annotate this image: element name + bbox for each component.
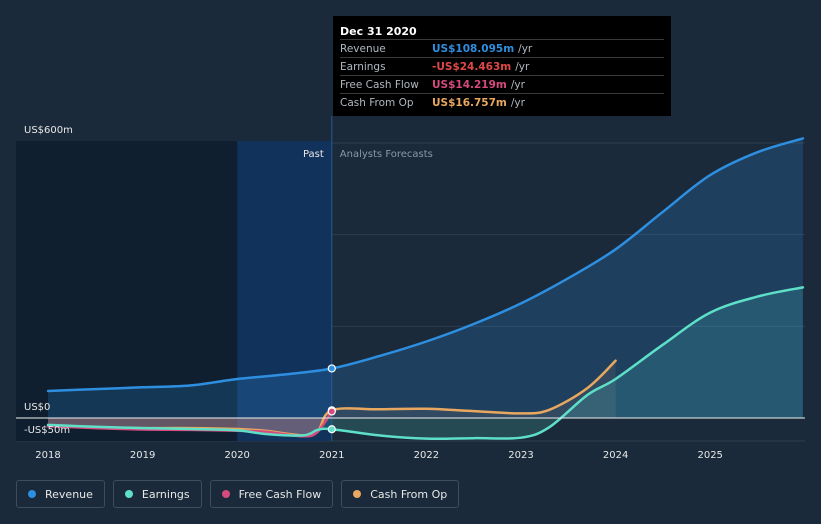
tooltip-row-unit: /yr (510, 78, 525, 91)
tooltip-row: Earnings -US$24.463m/yr (340, 57, 664, 75)
x-tick-label: 2020 (224, 450, 249, 461)
tooltip-row-label: Free Cash Flow (340, 78, 419, 91)
x-tick-label: 2025 (697, 450, 722, 461)
revenue-area (48, 138, 803, 418)
tooltip-row: Revenue US$108.095m/yr (340, 39, 664, 57)
x-tick-label: 2022 (414, 450, 439, 461)
highlight-region (237, 141, 332, 441)
tooltip-row-value: US$108.095m (432, 42, 515, 55)
legend-item-revenue[interactable]: Revenue (16, 480, 105, 508)
legend-label: Free Cash Flow (238, 487, 322, 501)
x-tick-label: 2021 (319, 450, 344, 461)
x-axis-ticks: 2018 2019 2020 2021 2022 2023 2024 2025 (35, 450, 723, 461)
series-lines (46, 137, 805, 441)
tooltip-date: Dec 31 2020 (340, 25, 417, 38)
legend-dot-icon (353, 490, 362, 498)
legend-dot-icon (221, 490, 230, 498)
legend-item-cash-from-op[interactable]: Cash From Op (341, 480, 460, 508)
tooltip-row-unit: /yr (510, 96, 525, 109)
revenue-marker (327, 364, 336, 373)
tooltip-row-unit: /yr (518, 42, 533, 55)
earnings-marker (327, 425, 336, 434)
tooltip-rows: Revenue US$108.095m/yr Earnings -US$24.463m… (340, 39, 664, 111)
earnings-area (48, 287, 803, 439)
legend-item-earnings[interactable]: Earnings (112, 480, 202, 508)
legend-label: Earnings (141, 487, 190, 501)
y-axis-label-zero: US$0 (24, 402, 50, 413)
tooltip-row-value: US$16.757m (432, 96, 507, 109)
y-axis-label-top: US$600m (24, 125, 73, 136)
tooltip-row-label: Cash From Op (340, 96, 414, 109)
tooltip-row: Free Cash Flow US$14.219m/yr (340, 75, 664, 93)
legend-label: Cash From Op (370, 487, 448, 501)
legend: Revenue Earnings Free Cash Flow Cash From O… (16, 480, 460, 508)
tooltip-row-label: Earnings (340, 60, 386, 73)
legend-item-free-cash-flow[interactable]: Free Cash Flow (209, 480, 334, 508)
past-label: Past (303, 149, 324, 160)
data-tooltip: Dec 31 2020 Revenue US$108.095m/yr Earning… (333, 16, 671, 116)
tooltip-markers (327, 364, 336, 434)
earnings-line (46, 286, 805, 441)
tooltip-row-value: US$14.219m (432, 78, 507, 91)
tooltip-row-label: Revenue (340, 42, 386, 55)
x-tick-label: 2018 (35, 450, 60, 461)
legend-label: Revenue (45, 487, 93, 501)
x-tick-label: 2019 (130, 450, 155, 461)
legend-dot-icon (124, 490, 133, 498)
legend-dot-icon (28, 490, 36, 498)
y-axis-label-bottom: -US$50m (24, 425, 70, 436)
x-tick-label: 2024 (603, 450, 628, 461)
cash-from-op-area (48, 360, 616, 436)
tooltip-row: Cash From Op US$16.757m/yr (340, 93, 664, 111)
revenue-line (46, 137, 805, 393)
free-cash-flow-marker (327, 407, 336, 416)
tooltip-row-value: -US$24.463m (432, 60, 512, 73)
x-tick-label: 2023 (508, 450, 533, 461)
tooltip-row-unit: /yr (515, 60, 530, 73)
forecast-label: Analysts Forecasts (340, 149, 433, 160)
